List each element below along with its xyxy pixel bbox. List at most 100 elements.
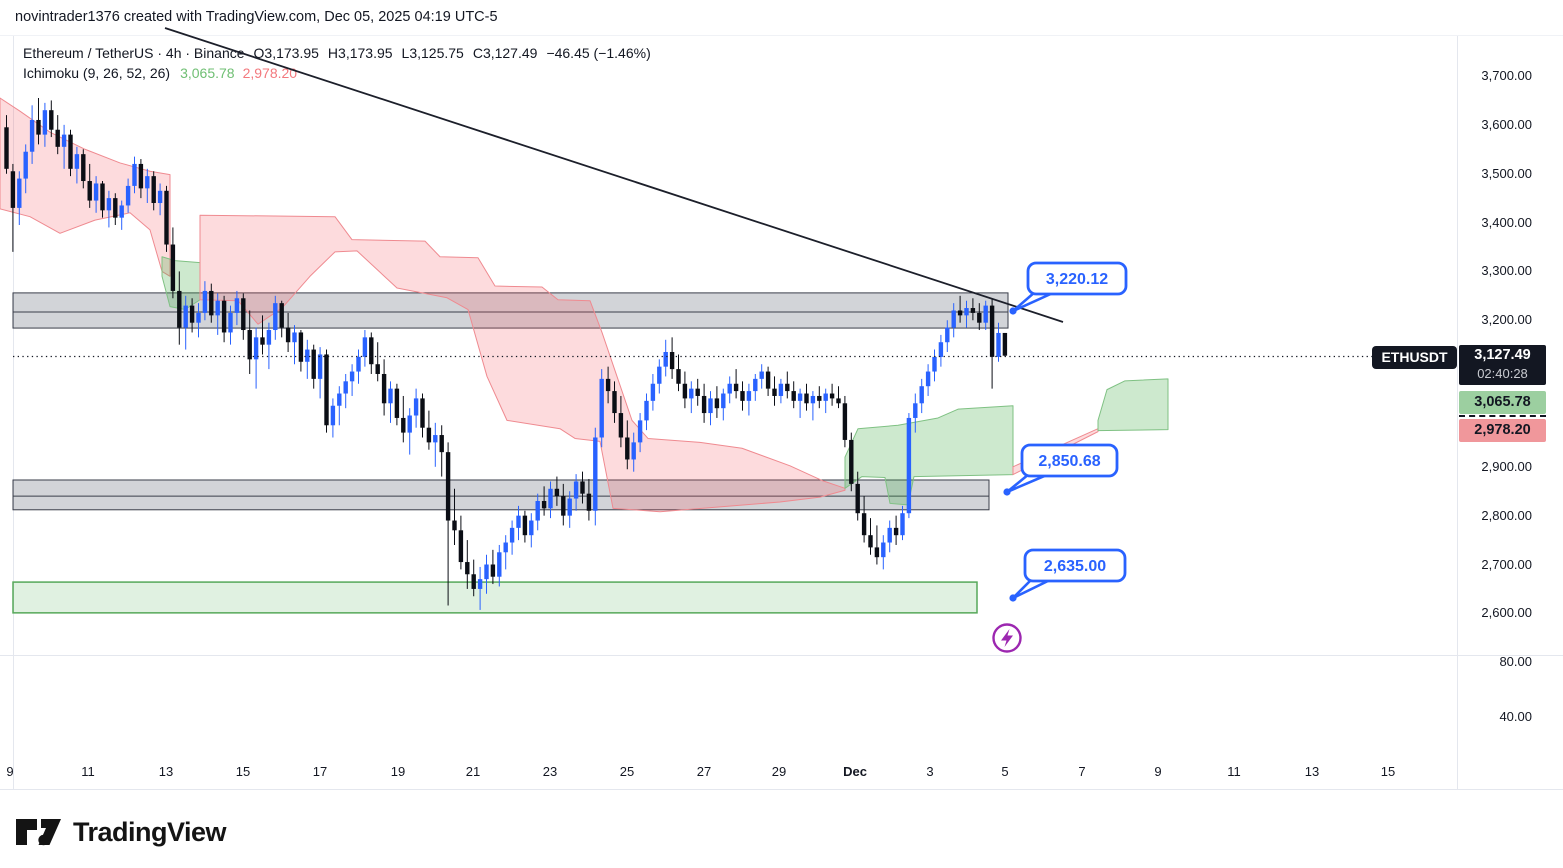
callout-tail [1005, 472, 1051, 494]
candle-body [516, 515, 521, 528]
lightning-button[interactable] [992, 623, 1022, 653]
last-price-value: 3,127.49 [1474, 347, 1531, 363]
candle-body [317, 354, 323, 379]
last-price-label: 3,127.49 02:40:28 [1459, 345, 1546, 385]
time-axis-label: 13 [158, 764, 174, 779]
price-callout[interactable]: 3,220.12 [1009, 261, 1128, 315]
price-axis-label: 3,600.00 [1481, 116, 1532, 132]
candle-body [215, 300, 220, 316]
candle-body [657, 366, 662, 384]
callout-box[interactable] [1020, 443, 1119, 478]
candle-body [420, 398, 425, 428]
candle-body [465, 562, 470, 575]
callout-box[interactable] [1023, 548, 1127, 583]
candle-body [439, 435, 444, 453]
senkou-b-axis-tag: 2,978.20 [1459, 419, 1546, 442]
candle-body [93, 183, 99, 201]
demand-zone[interactable] [12, 581, 978, 614]
candle-body [682, 383, 688, 399]
candle-body [970, 308, 976, 313]
cloud-segment-bear [0, 97, 171, 277]
candlestick-series [4, 97, 1008, 610]
candle-body [305, 349, 310, 362]
candle-body [253, 337, 259, 360]
supply-zone-lower-rect[interactable] [12, 479, 990, 511]
candle-body [695, 388, 700, 396]
callout-box[interactable] [1026, 261, 1128, 296]
candle-body [266, 330, 272, 345]
candle-body [157, 190, 163, 204]
candle-body [394, 388, 400, 418]
candle-body [593, 437, 598, 511]
candle-body [132, 163, 137, 186]
supply-zone-upper[interactable] [12, 292, 1009, 329]
candle-body [989, 305, 995, 357]
candle-body [292, 332, 297, 343]
callout-tail [1011, 577, 1054, 600]
candle-body [10, 171, 16, 208]
volume-axis-label: 80.00 [1499, 654, 1532, 669]
price-callout[interactable]: 2,635.00 [1009, 548, 1127, 602]
symbol-title[interactable]: Ethereum / TetherUS · 4h · Binance [23, 45, 245, 61]
candle-body [535, 500, 540, 521]
supply-zone-upper-rect[interactable] [12, 292, 1009, 329]
candle-body [753, 378, 758, 392]
candle-body [196, 312, 201, 323]
tradingview-logo[interactable]: TradingView [15, 812, 227, 852]
bar-countdown: 02:40:28 [1477, 366, 1528, 381]
candle-body [797, 393, 803, 401]
callout-anchor-dot[interactable] [1009, 594, 1017, 602]
time-axis-label: 23 [542, 764, 558, 779]
candle-body [932, 356, 937, 372]
candle-body [765, 371, 771, 389]
candle-body [663, 352, 668, 367]
candle-body [42, 110, 48, 135]
symbol-pill: ETHUSDT [1372, 346, 1457, 369]
candle-body [605, 378, 611, 392]
callout-anchor-dot[interactable] [1009, 307, 1017, 315]
candle-body [189, 305, 195, 323]
candle-body [823, 393, 828, 401]
candle-body [541, 500, 547, 509]
candle-body [433, 435, 438, 443]
price-axis-label: 2,900.00 [1481, 458, 1532, 474]
candle-body [445, 452, 451, 521]
time-axis-label: 19 [390, 764, 406, 779]
price-axis-label: 3,300.00 [1481, 263, 1532, 279]
callout-tail [1011, 290, 1057, 313]
candle-body [951, 310, 956, 328]
candle-body [343, 381, 348, 394]
candle-body [228, 312, 233, 333]
candle-body [925, 371, 931, 387]
candle-body [381, 373, 387, 404]
candle-body [119, 205, 124, 218]
candle-body [868, 535, 873, 548]
time-axis-label: 17 [312, 764, 328, 779]
candle-body [791, 391, 796, 401]
candle-body [861, 513, 867, 536]
candle-body [311, 349, 316, 379]
price-axis-label: 2,700.00 [1481, 556, 1532, 572]
candle-body [714, 398, 720, 409]
candle-body [689, 388, 694, 399]
candle-body [554, 488, 560, 497]
time-axis-label: 9 [6, 764, 14, 779]
candle-body [945, 327, 950, 343]
candle-body [369, 337, 374, 365]
candle-body [234, 298, 240, 313]
price-callout[interactable]: 2,850.68 [1003, 443, 1119, 496]
candle-body [733, 383, 739, 392]
trendline[interactable] [164, 27, 1064, 323]
candle-body [68, 134, 73, 169]
candle-body [74, 154, 80, 169]
lightning-circle[interactable] [992, 623, 1022, 653]
chart-title-row: Ethereum / TetherUS · 4h · Binance O3,173… [23, 45, 660, 61]
supply-zone-lower[interactable] [12, 479, 990, 511]
candle-body [676, 369, 681, 384]
candle-body [996, 332, 1001, 357]
candle-body [983, 305, 988, 323]
indicator-label[interactable]: Ichimoku (9, 26, 52, 26) [23, 65, 171, 81]
callout-anchor-dot[interactable] [1003, 488, 1011, 496]
candle-body [87, 181, 92, 201]
